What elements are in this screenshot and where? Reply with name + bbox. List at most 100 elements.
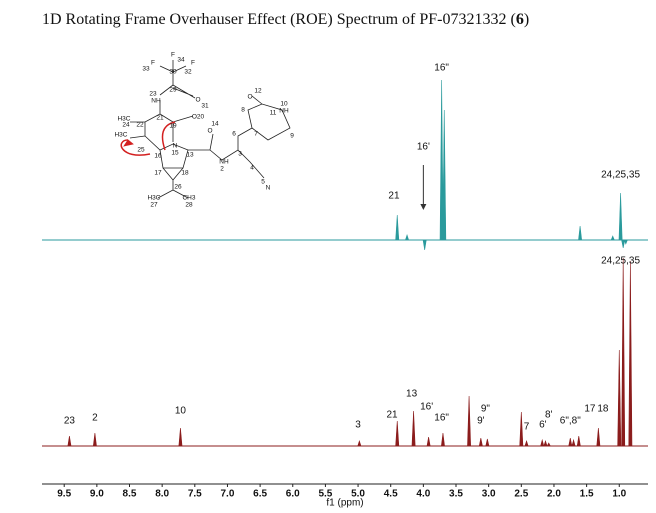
peak-label: 16' [420, 402, 433, 413]
peak-label: 21 [386, 410, 398, 421]
atom-label: 14 [211, 121, 219, 128]
atom-label: 24 [122, 122, 130, 129]
atom-label: 31 [201, 103, 209, 110]
x-tick-label: 3.5 [449, 489, 463, 500]
atom-label: 18 [181, 170, 189, 177]
atom-label: 32 [184, 69, 192, 76]
peak [485, 438, 490, 447]
peak [439, 79, 444, 241]
peak [478, 437, 483, 447]
atom-label: 8 [241, 107, 245, 114]
peak [405, 234, 410, 241]
peak-label: 13 [406, 389, 418, 400]
atom-label: O [247, 94, 252, 101]
peak-label: 2 [92, 413, 98, 424]
atom-label: 11 [270, 110, 277, 117]
atom-label: 26 [174, 184, 182, 191]
peak [540, 438, 545, 447]
atom-label: 25 [137, 147, 145, 154]
peak [426, 436, 431, 447]
x-axis-label: f1 (ppm) [326, 498, 363, 509]
peak-label: 16" [434, 413, 449, 424]
atom-label: F [191, 60, 195, 67]
x-tick-label: 6.5 [253, 489, 267, 500]
peak [596, 427, 601, 447]
x-tick-label: 1.5 [580, 489, 594, 500]
atom-label: 21 [156, 115, 164, 122]
arrow-head [420, 204, 427, 210]
atom-label: 5 [261, 179, 265, 186]
atom-label: 15 [171, 150, 179, 157]
atom-label: 28 [185, 202, 193, 209]
peak [519, 411, 524, 447]
atom-label: H3C [147, 195, 160, 202]
peak [178, 427, 183, 447]
peak [395, 420, 400, 447]
x-tick-label: 4.0 [416, 489, 430, 500]
peak [411, 410, 416, 447]
atom-label: 3 [238, 151, 242, 158]
peak-label: 17 [584, 404, 596, 415]
peak-label: 24,25,35 [601, 170, 640, 181]
x-tick-label: 3.0 [482, 489, 496, 500]
atom-label: 27 [150, 202, 158, 209]
atom-label: NH [279, 108, 289, 115]
atom-label: 34 [177, 57, 185, 64]
peak [576, 435, 581, 447]
atom-label: 13 [186, 152, 194, 159]
atom-label: 33 [142, 66, 150, 73]
peak [568, 437, 573, 447]
peak [546, 442, 551, 447]
peak [67, 435, 72, 447]
compound-number: 6 [516, 11, 524, 28]
peak [623, 239, 628, 245]
figure-title: 1D Rotating Frame Overhauser Effect (ROE… [42, 11, 529, 28]
peak-label: 16" [434, 63, 449, 74]
peak [422, 239, 427, 251]
peak [571, 438, 576, 447]
peak [617, 349, 622, 447]
peak-label: 23 [64, 416, 76, 427]
peak [621, 257, 626, 447]
atom-label: NH [151, 98, 161, 105]
atom-label: 22 [136, 122, 144, 129]
peak-label: 10 [175, 406, 187, 417]
title-end: ) [524, 11, 529, 28]
x-tick-label: 7.0 [221, 489, 235, 500]
x-tick-label: 5.5 [318, 489, 332, 500]
title-text: 1D Rotating Frame Overhauser Effect (ROE… [42, 11, 516, 28]
peak-label: 16' [417, 142, 430, 153]
atom-label: N [173, 143, 178, 150]
peak [92, 432, 97, 447]
atom-label: NH [219, 159, 229, 166]
peak [524, 440, 529, 447]
atom-label: 23 [149, 91, 157, 98]
peak-label: 8' [545, 410, 553, 421]
atom-label: F [151, 60, 155, 67]
peak-label: 21 [388, 191, 400, 202]
peak [543, 440, 548, 447]
peak-label: 6",8" [560, 416, 581, 427]
atom-label: O20 [192, 114, 205, 121]
atom-label: 29 [169, 87, 177, 94]
peak [621, 239, 626, 249]
peak [442, 109, 447, 241]
atom-label: 30 [169, 69, 177, 76]
atom-label: 9 [290, 133, 294, 140]
x-tick-label: 8.5 [123, 489, 137, 500]
structure-bonds [120, 60, 291, 199]
x-tick-label: 7.5 [188, 489, 202, 500]
x-tick-label: 9.0 [90, 489, 104, 500]
peak-label: 3 [355, 420, 361, 431]
atom-label: 7 [254, 131, 258, 138]
peak [628, 260, 633, 447]
atom-label: 2 [220, 166, 224, 173]
atom-label: CH3 [182, 195, 195, 202]
x-tick-label: 8.0 [155, 489, 169, 500]
x-tick-label: 2.0 [547, 489, 561, 500]
atom-label: H3C [114, 132, 127, 139]
x-tick-label: 6.0 [286, 489, 300, 500]
atom-label: 12 [254, 88, 262, 95]
atom-label: O [207, 128, 212, 135]
atom-label: N [266, 185, 271, 192]
